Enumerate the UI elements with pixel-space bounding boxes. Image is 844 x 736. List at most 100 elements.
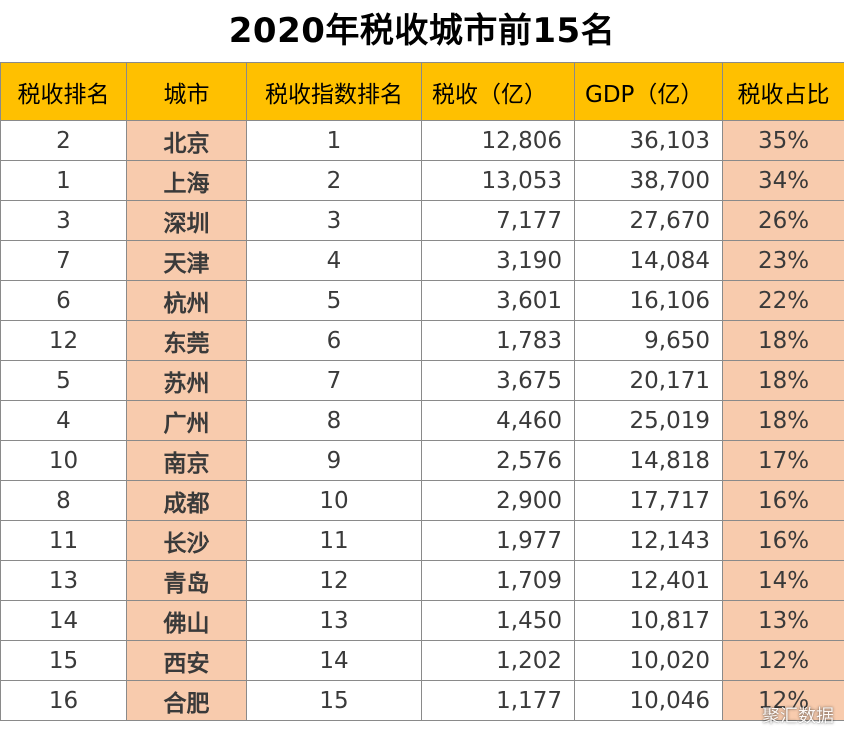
cell-tax[interactable]: 7,177 — [421, 200, 575, 241]
cell-index-rank[interactable]: 11 — [246, 520, 422, 561]
cell-tax[interactable]: 1,202 — [421, 640, 575, 681]
cell-index-rank[interactable]: 15 — [246, 680, 422, 721]
cell-tax[interactable]: 12,806 — [421, 120, 575, 161]
cell-index-rank[interactable]: 14 — [246, 640, 422, 681]
cell-tax[interactable]: 3,601 — [421, 280, 575, 321]
cell-index-rank[interactable]: 7 — [246, 360, 422, 401]
cell-tax-rank[interactable]: 16 — [0, 680, 127, 721]
cell-tax-ratio[interactable]: 16% — [722, 520, 844, 561]
column-header-tax-ratio[interactable]: 税收占比 — [722, 62, 844, 121]
table-row: 8 成都 10 2,900 17,717 16% — [0, 480, 844, 521]
cell-gdp[interactable]: 10,817 — [574, 600, 723, 641]
cell-tax-rank[interactable]: 10 — [0, 440, 127, 481]
cell-tax-ratio[interactable]: 18% — [722, 360, 844, 401]
cell-city[interactable]: 合肥 — [126, 680, 247, 721]
cell-tax-ratio[interactable]: 18% — [722, 400, 844, 441]
column-header-tax-rank[interactable]: 税收排名 — [0, 62, 127, 121]
cell-index-rank[interactable]: 12 — [246, 560, 422, 601]
cell-gdp[interactable]: 9,650 — [574, 320, 723, 361]
cell-gdp[interactable]: 25,019 — [574, 400, 723, 441]
cell-tax-ratio[interactable]: 18% — [722, 320, 844, 361]
cell-index-rank[interactable]: 5 — [246, 280, 422, 321]
cell-gdp[interactable]: 14,084 — [574, 240, 723, 281]
cell-gdp[interactable]: 14,818 — [574, 440, 723, 481]
cell-gdp[interactable]: 16,106 — [574, 280, 723, 321]
cell-tax[interactable]: 3,675 — [421, 360, 575, 401]
cell-tax[interactable]: 1,177 — [421, 680, 575, 721]
cell-tax-rank[interactable]: 6 — [0, 280, 127, 321]
cell-gdp[interactable]: 38,700 — [574, 160, 723, 201]
cell-tax-rank[interactable]: 5 — [0, 360, 127, 401]
cell-tax-rank[interactable]: 2 — [0, 120, 127, 161]
cell-index-rank[interactable]: 10 — [246, 480, 422, 521]
cell-tax-rank[interactable]: 12 — [0, 320, 127, 361]
cell-tax-rank[interactable]: 4 — [0, 400, 127, 441]
cell-tax-ratio[interactable]: 12% — [722, 640, 844, 681]
cell-tax[interactable]: 1,977 — [421, 520, 575, 561]
cell-tax[interactable]: 1,783 — [421, 320, 575, 361]
cell-index-rank[interactable]: 9 — [246, 440, 422, 481]
cell-tax-ratio[interactable]: 26% — [722, 200, 844, 241]
cell-city[interactable]: 北京 — [126, 120, 247, 161]
cell-tax-ratio[interactable]: 35% — [722, 120, 844, 161]
cell-tax-ratio[interactable]: 23% — [722, 240, 844, 281]
cell-city[interactable]: 南京 — [126, 440, 247, 481]
cell-gdp[interactable]: 10,020 — [574, 640, 723, 681]
cell-tax-ratio[interactable]: 34% — [722, 160, 844, 201]
cell-tax-ratio[interactable]: 12% — [722, 680, 844, 721]
column-header-city[interactable]: 城市 — [126, 62, 247, 121]
cell-gdp[interactable]: 12,143 — [574, 520, 723, 561]
cell-tax-rank[interactable]: 8 — [0, 480, 127, 521]
cell-tax-rank[interactable]: 1 — [0, 160, 127, 201]
cell-index-rank[interactable]: 1 — [246, 120, 422, 161]
cell-tax-rank[interactable]: 15 — [0, 640, 127, 681]
cell-gdp[interactable]: 36,103 — [574, 120, 723, 161]
cell-index-rank[interactable]: 6 — [246, 320, 422, 361]
cell-tax-ratio[interactable]: 17% — [722, 440, 844, 481]
cell-index-rank[interactable]: 3 — [246, 200, 422, 241]
cell-index-rank[interactable]: 8 — [246, 400, 422, 441]
cell-gdp[interactable]: 27,670 — [574, 200, 723, 241]
column-header-tax[interactable]: 税收（亿） — [421, 62, 575, 121]
cell-tax[interactable]: 1,709 — [421, 560, 575, 601]
cell-tax[interactable]: 13,053 — [421, 160, 575, 201]
cell-tax-rank[interactable]: 7 — [0, 240, 127, 281]
cell-tax[interactable]: 2,576 — [421, 440, 575, 481]
cell-city[interactable]: 深圳 — [126, 200, 247, 241]
cell-city[interactable]: 成都 — [126, 480, 247, 521]
cell-index-rank[interactable]: 4 — [246, 240, 422, 281]
cell-tax[interactable]: 4,460 — [421, 400, 575, 441]
cell-city[interactable]: 广州 — [126, 400, 247, 441]
cell-gdp[interactable]: 20,171 — [574, 360, 723, 401]
cell-tax[interactable]: 2,900 — [421, 480, 575, 521]
cell-gdp[interactable]: 17,717 — [574, 480, 723, 521]
watermark: 聚汇数据 — [762, 706, 834, 727]
cell-index-rank[interactable]: 2 — [246, 160, 422, 201]
table-body: 2 北京 1 12,806 36,103 35% 1 上海 2 13,053 38,700 34% 3 深… — [0, 120, 844, 721]
cell-tax-ratio[interactable]: 16% — [722, 480, 844, 521]
cell-tax-rank[interactable]: 13 — [0, 560, 127, 601]
cell-city[interactable]: 杭州 — [126, 280, 247, 321]
table-row: 13 青岛 12 1,709 12,401 14% — [0, 560, 844, 601]
cell-tax-ratio[interactable]: 22% — [722, 280, 844, 321]
cell-index-rank[interactable]: 13 — [246, 600, 422, 641]
cell-tax[interactable]: 1,450 — [421, 600, 575, 641]
cell-city[interactable]: 苏州 — [126, 360, 247, 401]
cell-city[interactable]: 东莞 — [126, 320, 247, 361]
cell-tax-rank[interactable]: 11 — [0, 520, 127, 561]
cell-gdp[interactable]: 12,401 — [574, 560, 723, 601]
cell-tax-rank[interactable]: 14 — [0, 600, 127, 641]
cell-tax-ratio[interactable]: 13% — [722, 600, 844, 641]
cell-city[interactable]: 青岛 — [126, 560, 247, 601]
cell-tax[interactable]: 3,190 — [421, 240, 575, 281]
cell-city[interactable]: 佛山 — [126, 600, 247, 641]
cell-city[interactable]: 西安 — [126, 640, 247, 681]
cell-city[interactable]: 上海 — [126, 160, 247, 201]
cell-city[interactable]: 长沙 — [126, 520, 247, 561]
cell-city[interactable]: 天津 — [126, 240, 247, 281]
column-header-gdp[interactable]: GDP（亿） — [574, 62, 723, 121]
cell-gdp[interactable]: 10,046 — [574, 680, 723, 721]
column-header-index-rank[interactable]: 税收指数排名 — [246, 62, 422, 121]
cell-tax-rank[interactable]: 3 — [0, 200, 127, 241]
cell-tax-ratio[interactable]: 14% — [722, 560, 844, 601]
